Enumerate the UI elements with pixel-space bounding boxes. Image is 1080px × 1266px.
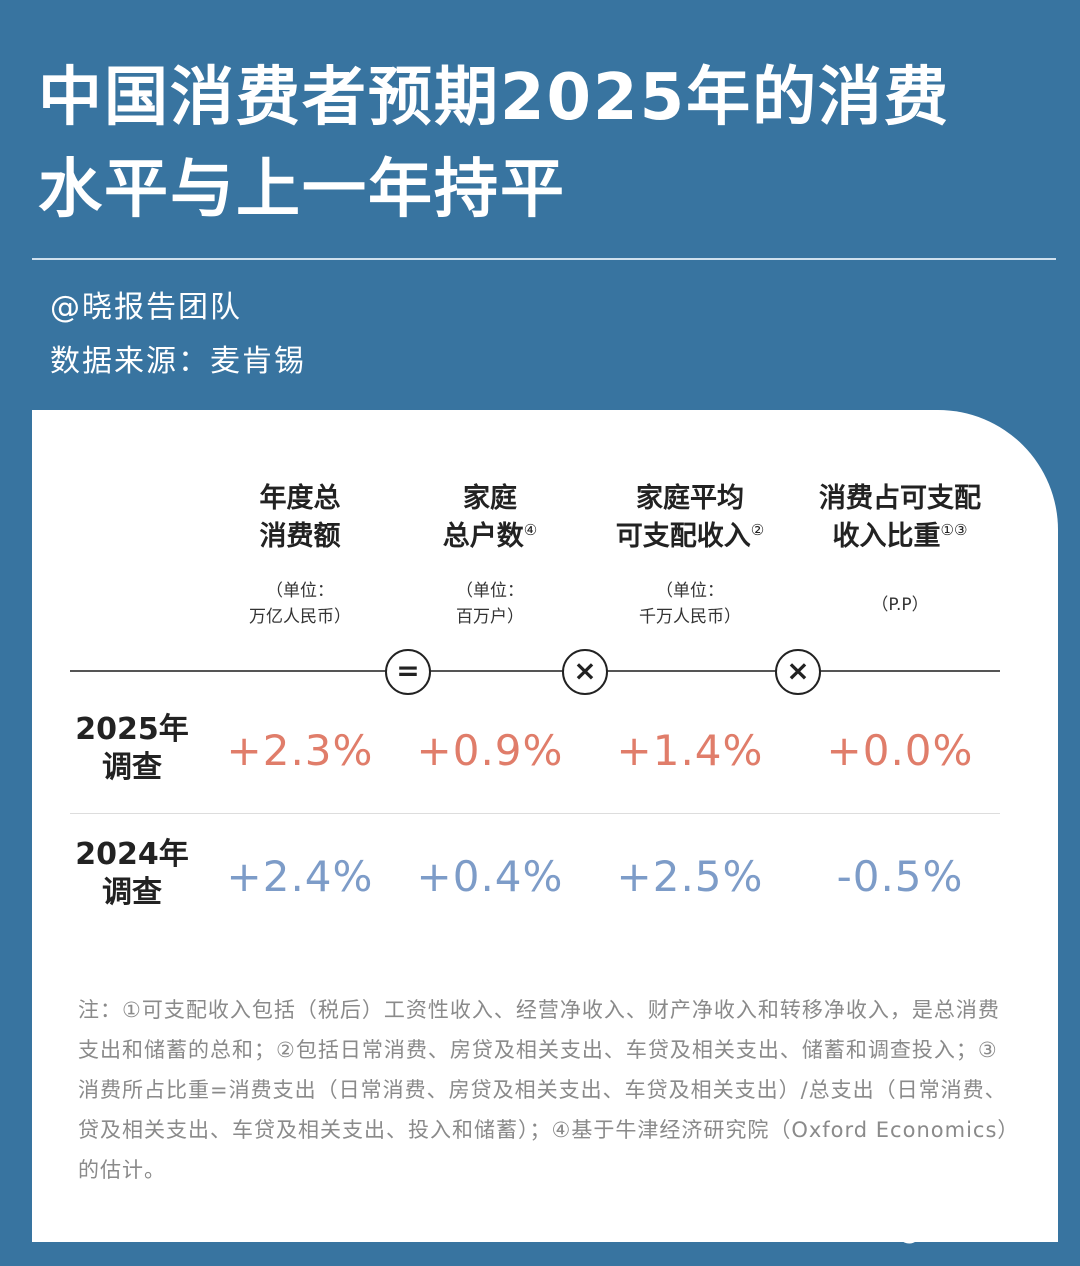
column-header-text: 消费额 [259,521,341,552]
row-divider [70,813,1000,814]
header-rule [70,670,1000,672]
column-header-total-consumption: 年度总 消费额 [190,480,410,556]
footnote-marker: ④ [523,521,538,539]
column-unit: （单位： 万亿人民币） [190,578,410,630]
column-header-households: 家庭 总户数④ [380,480,600,556]
column-unit: （单位： 千万人民币） [580,578,800,630]
value-2025-disposable-income: +1.4% [616,726,764,775]
column-header-line: 收入比重①③ [790,518,1010,556]
unit-line: （单位： [456,581,524,601]
equals-icon: = [385,649,431,695]
column-header-text: 可支配收入 [615,521,751,552]
column-header-line: 家庭 [463,483,517,514]
value-2024-consumption-ratio: -0.5% [836,852,964,901]
value-2025-consumption-ratio: +0.0% [826,726,974,775]
column-header-line: 总户数④ [380,518,600,556]
row-label-line: 调查 [102,750,162,785]
title-line-2: 水平与上一年持平 [38,153,566,227]
title-line-1: 中国消费者预期2025年的消费 [38,61,951,135]
column-header-line: 可支配收入② [580,518,800,556]
unit-line: 百万户） [456,607,524,627]
column-unit: （单位： 百万户） [380,578,600,630]
data-card [32,410,1058,1242]
unit-line: 万亿人民币） [249,607,351,627]
watermark: @吴晓波频道 [895,1216,1052,1246]
column-unit: （P.P） [790,592,1010,618]
unit-line: （单位： [266,581,334,601]
row-label-line: 2024年 [75,837,189,872]
value-2025-households: +0.9% [416,726,564,775]
column-header-line: 消费占可支配 [819,483,981,514]
multiply-icon: × [562,649,608,695]
unit-line: （单位： [656,581,724,601]
column-header-line: 家庭平均 [636,483,744,514]
footnote-marker: ② [750,521,765,539]
value-2024-disposable-income: +2.5% [616,852,764,901]
multiply-icon: × [775,649,821,695]
column-header-consumption-ratio: 消费占可支配 收入比重①③ [790,480,1010,556]
column-header-line: 年度总 [259,483,341,514]
column-header-text: 总户数 [442,521,524,552]
value-2025-total-consumption: +2.3% [226,726,374,775]
column-header-disposable-income: 家庭平均 可支配收入② [580,480,800,556]
title-divider [32,258,1056,260]
row-label-line: 调查 [102,875,162,910]
unit-line: （P.P） [871,595,929,615]
value-2024-total-consumption: +2.4% [226,852,374,901]
row-label-line: 2025年 [75,712,189,747]
column-header-text: 收入比重 [832,521,941,552]
value-2024-households: +0.4% [416,852,564,901]
source-label: 数据来源：麦肯锡 [50,344,306,379]
footnote-marker: ①③ [940,521,968,539]
row-label-2024: 2024年 调查 [72,836,192,912]
author-label: @晓报告团队 [50,290,242,325]
row-label-2025: 2025年 调查 [72,711,192,787]
footnote-text: 注：①可支配收入包括（税后）工资性收入、经营净收入、财产净收入和转移净收入，是总… [78,998,1009,1182]
column-header-line: 消费额 [190,518,410,556]
unit-line: 千万人民币） [639,607,741,627]
